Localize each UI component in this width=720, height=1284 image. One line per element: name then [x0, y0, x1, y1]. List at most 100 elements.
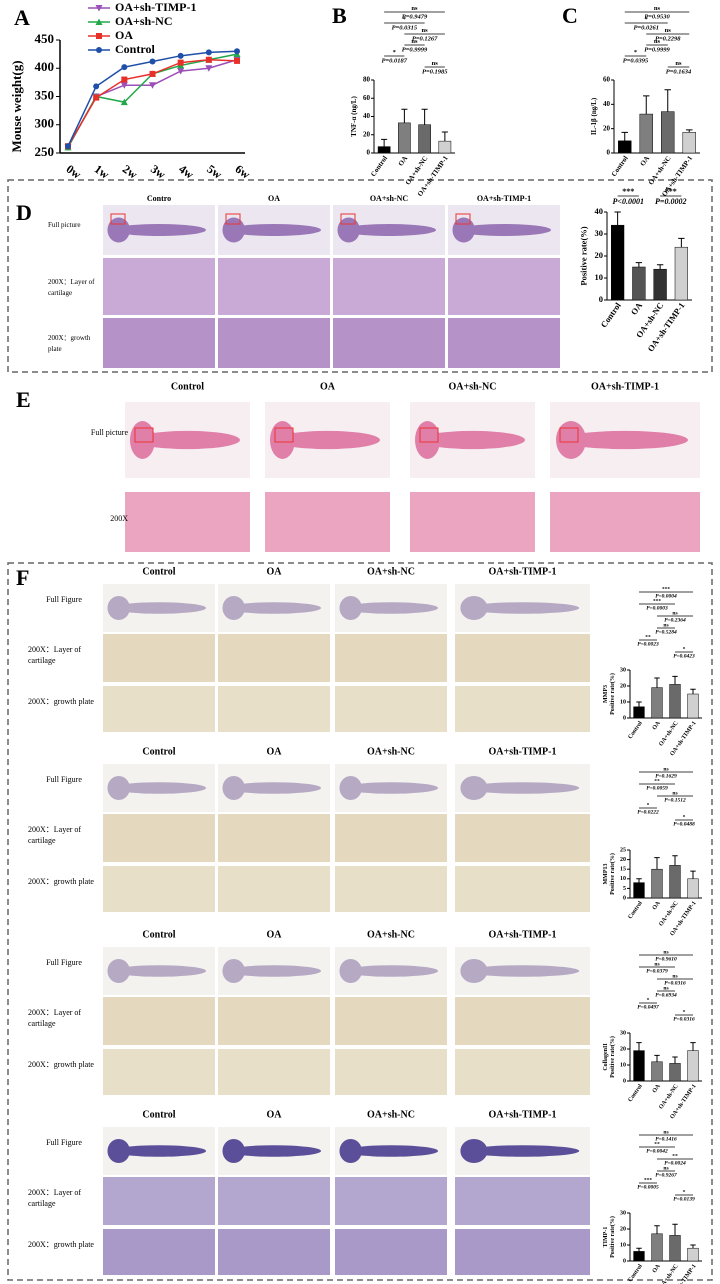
image [103, 866, 215, 912]
y-axis-label: Positive rate(%) [609, 1036, 616, 1078]
significance-mark: ** [645, 635, 651, 641]
image [125, 492, 250, 552]
significance-mark: ns [654, 962, 659, 968]
image-shape [226, 602, 322, 614]
x-tick-label: Control [627, 900, 644, 920]
error-bar [401, 108, 408, 123]
panel-letter: E [16, 387, 31, 412]
column-header: OA+sh-NC [370, 194, 409, 203]
significance-mark: * [393, 49, 396, 56]
column-header: OA [267, 566, 283, 577]
row-label: Full Figure [46, 595, 82, 604]
column-header: OA [267, 1109, 283, 1120]
point [120, 82, 128, 89]
p-value: P=0.9530 [644, 13, 670, 20]
column-header: OA+sh-TIMP-1 [477, 194, 531, 203]
significance-mark: ns [411, 38, 418, 45]
p-value: P=0.9479 [402, 13, 428, 20]
error-bar [621, 131, 628, 141]
panel-letter: D [16, 200, 32, 225]
significance-mark: ns [672, 611, 677, 617]
column-header: Control [142, 746, 175, 757]
x-tick-label: OA+sh-NC [658, 1263, 679, 1284]
p-value: P=0.9999 [644, 46, 670, 53]
significance-mark: ns [663, 1130, 668, 1136]
image-shape [111, 782, 207, 794]
image-shape [222, 776, 245, 800]
significance-mark: *** [665, 187, 677, 196]
y-axis-label: Positive rate(%) [609, 853, 616, 895]
x-tick-label: OA [652, 1263, 662, 1274]
image [103, 814, 215, 862]
error-bar [690, 870, 696, 879]
y-tick-label: 30 [620, 1210, 626, 1216]
significance-mark: *** [653, 599, 662, 605]
p-value: P=0.0004 [655, 593, 677, 599]
y-tick-label: 0 [607, 149, 611, 157]
x-tick-label: OA [639, 154, 652, 167]
bar [633, 882, 645, 899]
error-bar [678, 237, 685, 248]
bar [398, 122, 411, 154]
image-shape [339, 596, 362, 620]
point [65, 143, 71, 150]
image-shape [111, 965, 207, 977]
column-header: OA [267, 746, 283, 757]
significance-mark: * [647, 803, 650, 809]
bar [687, 693, 699, 719]
x-tick-label: OA [629, 300, 645, 317]
image [455, 866, 590, 912]
error-bar [614, 211, 621, 226]
p-value: P=0.9267 [655, 1172, 677, 1178]
y-tick-label: 20 [620, 857, 626, 863]
image-shape [460, 959, 488, 983]
image-shape [107, 776, 130, 800]
column-header: OA+sh-TIMP-1 [489, 929, 557, 940]
p-value: P=0.1512 [664, 797, 686, 803]
image-shape [465, 602, 580, 614]
image-shape [107, 959, 130, 983]
image-shape [222, 959, 245, 983]
bar [639, 113, 653, 154]
y-tick-label: 30 [595, 228, 604, 238]
y-tick-label: 10 [620, 1242, 626, 1248]
image-shape [343, 602, 439, 614]
image [335, 1177, 447, 1225]
column-header: OA [267, 929, 283, 940]
bar [651, 1061, 663, 1082]
image-shape [226, 1145, 322, 1157]
p-value: P=0.0316 [664, 980, 686, 986]
p-value: P=0.0379 [646, 968, 668, 974]
y-tick-label: 20 [620, 1226, 626, 1232]
image [335, 997, 447, 1045]
image [455, 1229, 590, 1275]
significance-mark: ns [422, 27, 429, 34]
p-value: P=0.0261 [633, 24, 659, 31]
column-header: Control [142, 566, 175, 577]
image [218, 634, 330, 682]
panel-letter: F [16, 565, 29, 590]
y-tick-label: 10 [620, 1062, 626, 1068]
image [103, 634, 215, 682]
y-axis-label: Positive rate(%) [609, 1216, 616, 1258]
legend-label: Control [115, 42, 155, 56]
legend-label: OA+sh-NC [115, 14, 173, 28]
point [205, 65, 213, 72]
bar [633, 1251, 645, 1262]
significance-mark: ns [663, 767, 668, 773]
column-header: OA+sh-TIMP-1 [489, 1109, 557, 1120]
bar [633, 1050, 645, 1082]
point [177, 68, 185, 75]
significance-mark: *** [662, 587, 671, 593]
point [234, 57, 240, 64]
p-value: P=0.0059 [646, 785, 668, 791]
y-tick-label: 20 [363, 130, 371, 138]
y-tick-label: 400 [35, 59, 55, 74]
point [121, 76, 128, 83]
x-tick-label: Control [599, 300, 624, 329]
image [455, 686, 590, 732]
significance-mark: ** [654, 779, 660, 785]
error-bar [690, 688, 696, 694]
bar [687, 878, 699, 899]
